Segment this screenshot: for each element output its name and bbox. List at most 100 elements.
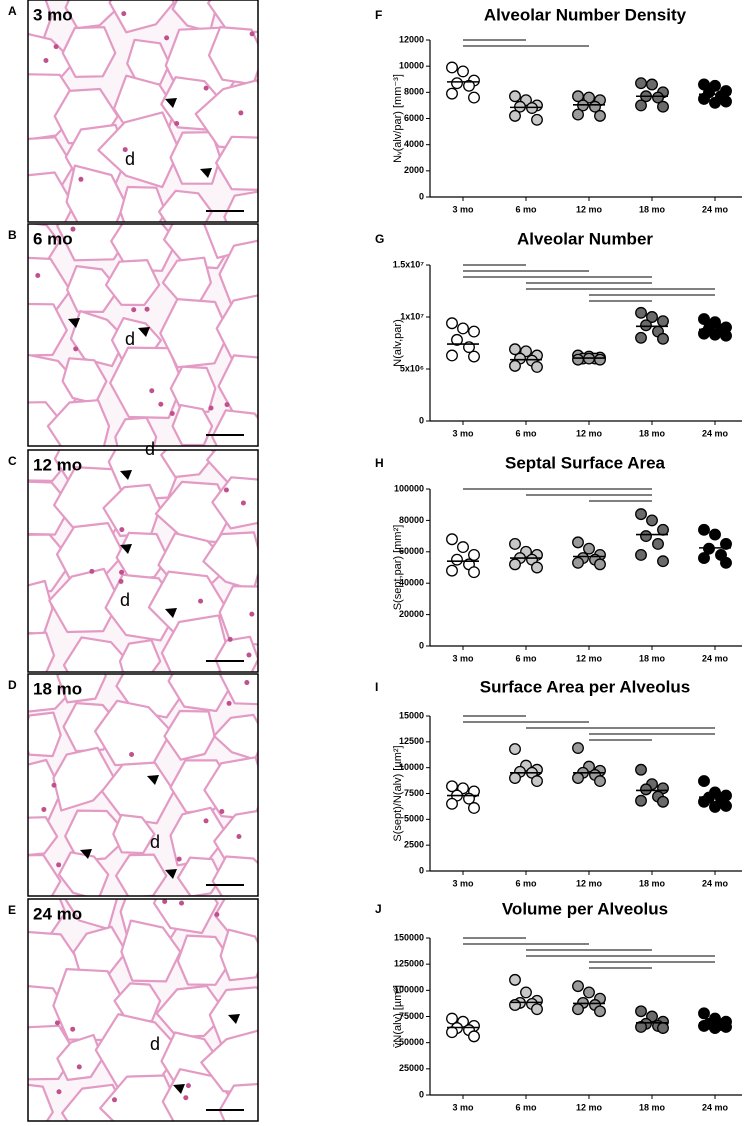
data-point (657, 523, 669, 536)
y-tick-label: 80000 (399, 515, 424, 525)
nucleus (119, 569, 125, 575)
nucleus (240, 500, 246, 506)
data-point (446, 1012, 458, 1025)
x-tick-label: 12 mo (576, 1102, 603, 1112)
alveolus-wall (207, 0, 258, 33)
tissue (28, 899, 258, 1121)
nucleus (53, 44, 59, 50)
nucleus (244, 680, 250, 686)
region-label: d (145, 439, 155, 459)
nucleus (35, 272, 41, 278)
nucleus (129, 752, 135, 758)
alveolus-wall (158, 189, 213, 222)
nucleus (227, 636, 233, 642)
arrowhead (80, 849, 92, 859)
alveolus-wall (159, 298, 230, 369)
alveolus-wall (218, 239, 258, 310)
x-tick-label: 3 mo (452, 428, 474, 438)
alveolus-wall (28, 631, 56, 672)
data-point (698, 313, 710, 326)
x-tick-label: 12 mo (576, 204, 603, 214)
tissue (28, 224, 258, 446)
region-label: d (125, 329, 135, 349)
alveolus-wall (108, 0, 175, 34)
alveolus-wall (155, 984, 228, 1039)
alveolus-wall (61, 26, 117, 78)
x-tick-label: 12 mo (576, 428, 603, 438)
alveolus-wall (211, 409, 258, 446)
y-tick-label: 0 (419, 191, 424, 201)
panel-label: 6 mo (33, 229, 73, 248)
data-point (635, 508, 647, 521)
nucleus (236, 834, 242, 840)
nucleus (43, 58, 49, 64)
data-point (698, 795, 710, 808)
nucleus (122, 147, 128, 153)
y-tick-label: 0 (419, 640, 424, 650)
nucleus (164, 35, 170, 41)
y-tick-label: 5000 (404, 814, 424, 824)
arrowhead (147, 775, 159, 785)
nucleus (203, 85, 209, 91)
alveolus-wall (56, 674, 107, 704)
y-axis-label: S(sept)/N(alv) [µm²] (392, 745, 404, 841)
data-point (640, 319, 652, 332)
alveolus-wall (119, 185, 167, 222)
nucleus (41, 806, 47, 812)
nucleus (183, 1095, 189, 1101)
data-point (709, 1022, 721, 1034)
x-tick-label: 6 mo (515, 1102, 537, 1112)
nucleus (78, 176, 84, 182)
nucleus (149, 388, 155, 394)
data-point (657, 332, 669, 345)
data-point (720, 799, 732, 812)
nucleus (219, 808, 225, 814)
data-point (457, 322, 469, 335)
data-point (468, 802, 480, 814)
x-tick-label: 18 mo (639, 1102, 666, 1112)
data-point (446, 317, 458, 330)
data-point (446, 564, 458, 577)
alveolus-wall (160, 614, 230, 672)
arrowhead (120, 544, 132, 554)
alveolus-wall (171, 404, 214, 446)
data-point (594, 558, 606, 571)
y-tick-label: 125000 (394, 959, 424, 969)
data-point (657, 795, 669, 808)
data-point (698, 92, 710, 105)
data-point (457, 541, 469, 554)
x-tick-label: 24 mo (702, 653, 729, 663)
data-point (652, 538, 664, 550)
alveolus-wall (56, 1033, 104, 1081)
alveolus-wall (28, 853, 62, 896)
data-point (720, 329, 732, 342)
chart-letter: G (375, 232, 384, 246)
nucleus (70, 226, 76, 232)
data-point (509, 538, 521, 550)
y-tick-label: 2500 (404, 840, 424, 850)
data-point (594, 775, 606, 788)
y-tick-label: 10000 (399, 762, 424, 772)
nucleus (224, 402, 230, 408)
nucleus (56, 862, 62, 868)
data-point (720, 538, 732, 550)
y-tick-label: 50000 (399, 1037, 424, 1047)
data-point (446, 61, 458, 74)
data-point (635, 1021, 647, 1033)
data-point (572, 556, 584, 569)
alveolus-wall (169, 365, 217, 413)
micrograph-frame (27, 0, 259, 223)
y-tick-label: 7500 (404, 788, 424, 798)
alveolus-wall (46, 399, 111, 446)
data-point (572, 772, 584, 784)
data-point (509, 109, 521, 122)
data-point (572, 536, 584, 549)
nucleus (131, 307, 137, 313)
x-tick-label: 24 mo (702, 878, 729, 888)
data-point (657, 555, 669, 568)
panel-label: 24 mo (33, 904, 82, 923)
alveolus-wall (217, 354, 258, 417)
data-point (583, 542, 595, 555)
y-tick-label: 75000 (399, 1011, 424, 1021)
alveolus-wall (28, 302, 68, 357)
